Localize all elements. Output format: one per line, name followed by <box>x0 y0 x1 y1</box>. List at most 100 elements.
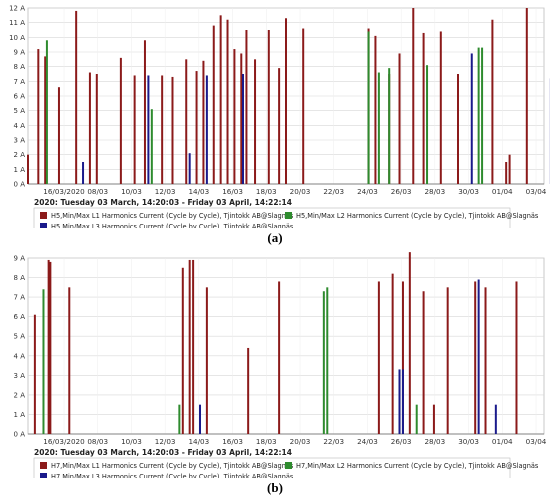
bar-l3 <box>205 75 208 184</box>
bar-l1 <box>457 74 459 184</box>
bar-l1 <box>219 15 222 185</box>
y-tick-label: 1 A <box>14 411 26 419</box>
x-tick-label: 16/03 <box>222 187 243 196</box>
x-tick-label: 10/03 <box>121 187 142 196</box>
y-tick-label: 11 A <box>9 19 25 27</box>
bar-l2 <box>322 291 325 434</box>
caption-a: (a) <box>267 230 283 245</box>
bar-l1 <box>212 25 215 184</box>
legend-label-l3: H7,Min/Max L3 Harmonics Current (Cycle b… <box>51 473 294 478</box>
y-tick-label: 8 A <box>14 63 26 71</box>
x-tick-label: 28/03 <box>424 187 445 196</box>
x-tick-label: 30/03 <box>458 187 479 196</box>
legend: H5,Min/Max L1 Harmonics Current (Cycle b… <box>33 207 539 228</box>
y-tick-label: 6 A <box>14 93 26 101</box>
x-tick-label: 20/03 <box>290 437 311 446</box>
bar-l1 <box>285 18 287 185</box>
legend-label-l1: H7,Min/Max L1 Harmonics Current (Cycle b… <box>51 462 294 470</box>
bar-l1 <box>49 261 52 434</box>
x-tick-label: 10/03 <box>121 437 142 446</box>
y-tick-label: 2 A <box>14 151 26 159</box>
y-tick-label: 5 A <box>14 333 26 341</box>
y-tick-label: 9 A <box>14 255 26 263</box>
chart-panel-b: 0 A 1 A 2 A 3 A 4 A 5 A 6 A 7 A 8 A 9 A 16/03/2020… <box>0 250 550 478</box>
x-tick-label: 16/03 <box>222 437 243 446</box>
bar-l1 <box>515 281 518 434</box>
bar-l1 <box>33 314 36 434</box>
bar-l1 <box>401 281 404 434</box>
bar-l2 <box>178 404 181 434</box>
bar-l1 <box>27 154 29 184</box>
bar-l1 <box>408 252 411 434</box>
bar-l1 <box>491 19 494 184</box>
x-tick-label: 24/03 <box>357 437 378 446</box>
bar-l1 <box>254 59 257 185</box>
x-tick-label: 12/03 <box>155 437 176 446</box>
x-tick-label: 22/03 <box>323 437 344 446</box>
bar-l2 <box>481 47 484 184</box>
legend-box <box>33 457 511 478</box>
bar-l1 <box>302 28 305 185</box>
chart-b: 0 A 1 A 2 A 3 A 4 A 5 A 6 A 7 A 8 A 9 A 16/03/2020… <box>14 252 547 478</box>
bar-l1 <box>432 404 435 434</box>
plot-area <box>27 257 545 435</box>
y-tick-label: 8 A <box>14 274 26 282</box>
bar-l1 <box>185 59 188 185</box>
x-tick-label: 16/03/2020 <box>43 187 85 196</box>
bar-l1 <box>247 347 250 434</box>
bar-l2 <box>367 31 370 184</box>
bar-l1 <box>44 56 47 184</box>
legend-swatch-l3 <box>40 223 47 228</box>
y-tick-label: 4 A <box>14 122 26 130</box>
bar-l2 <box>415 404 418 434</box>
bar-l1 <box>422 32 425 184</box>
bar-l1 <box>233 49 236 184</box>
chart-panel-a: 0 A 1 A 2 A 3 A 4 A 5 A 6 A 7 A 8 A 9 A 10 A 11 A 12… <box>0 0 550 228</box>
legend-label-l2: H5,Min/Max L2 Harmonics Current (Cycle b… <box>296 212 539 220</box>
bar-l1 <box>192 259 195 434</box>
y-tick-label: 1 A <box>14 166 26 174</box>
bar-l1 <box>374 35 377 184</box>
y-tick-label: 12 A <box>9 5 25 13</box>
bar-l1 <box>75 10 78 184</box>
bar-l1 <box>422 291 425 434</box>
bar-l3 <box>470 53 473 184</box>
x-tick-label: 03/04 <box>526 437 547 446</box>
x-tick-label: 14/03 <box>188 187 209 196</box>
bar-l1 <box>267 30 270 184</box>
x-tick-label: 12/03 <box>155 187 176 196</box>
legend-label-l2: H7,Min/Max L2 Harmonics Current (Cycle b… <box>296 462 539 470</box>
y-tick-label: 3 A <box>14 137 26 145</box>
bar-l2 <box>426 65 429 184</box>
bar-l1 <box>205 287 208 434</box>
y-tick-label: 6 A <box>14 313 26 321</box>
bar-l1 <box>245 30 248 184</box>
x-tick-label: 14/03 <box>188 437 209 446</box>
bar-l1 <box>143 40 146 185</box>
bar-l2 <box>150 109 153 184</box>
bar-l1 <box>88 72 91 184</box>
y-tick-label: 7 A <box>14 78 26 86</box>
x-tick-label: 18/03 <box>256 187 277 196</box>
bar-l1 <box>474 281 477 434</box>
y-tick-label: 5 A <box>14 107 26 115</box>
y-tick-label: 4 A <box>14 352 26 360</box>
bar-l1 <box>95 74 98 184</box>
bar-l1 <box>202 60 205 184</box>
x-tick-label: 24/03 <box>357 187 378 196</box>
bar-l1 <box>188 259 191 434</box>
bar-l1 <box>278 281 281 434</box>
x-tick-label: 08/03 <box>87 187 108 196</box>
x-tick-label: 16/03/2020 <box>43 437 85 446</box>
bar-l3 <box>188 153 191 184</box>
x-tick-label: 28/03 <box>424 437 445 446</box>
bar-l1 <box>398 53 401 184</box>
x-tick-label: 26/03 <box>391 437 412 446</box>
y-tick-label: 3 A <box>14 372 26 380</box>
bar-l1 <box>508 154 511 184</box>
legend-swatch-l2 <box>285 462 292 469</box>
caption-b: (b) <box>267 480 283 495</box>
y-tick-label: 2 A <box>14 391 26 399</box>
x-tick-label: 20/03 <box>290 187 311 196</box>
y-tick-label: 10 A <box>9 34 25 42</box>
